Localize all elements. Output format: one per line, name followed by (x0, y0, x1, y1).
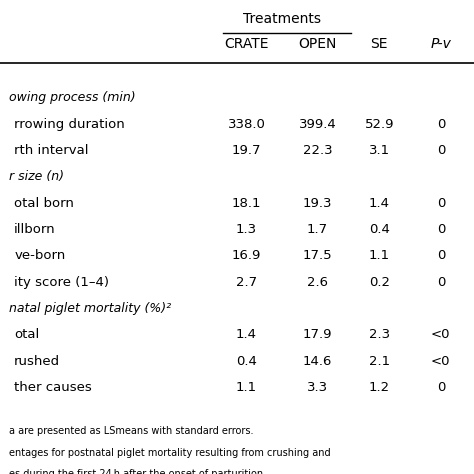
Text: illborn: illborn (14, 223, 56, 236)
Text: 1.4: 1.4 (236, 328, 257, 341)
Text: 19.7: 19.7 (232, 144, 261, 157)
Text: 22.3: 22.3 (303, 144, 332, 157)
Text: 19.3: 19.3 (303, 197, 332, 210)
Text: Treatments: Treatments (243, 12, 321, 26)
Text: es during the first 24 h after the onset of parturition.: es during the first 24 h after the onset… (9, 469, 266, 474)
Text: ther causes: ther causes (14, 381, 92, 394)
Text: 14.6: 14.6 (303, 355, 332, 368)
Text: <0: <0 (431, 355, 451, 368)
Text: 0: 0 (437, 118, 445, 130)
Text: otal: otal (14, 328, 39, 341)
Text: CRATE: CRATE (224, 37, 269, 51)
Text: 1.4: 1.4 (369, 197, 390, 210)
Text: 0: 0 (437, 381, 445, 394)
Text: 0: 0 (437, 144, 445, 157)
Text: 18.1: 18.1 (232, 197, 261, 210)
Text: 0.4: 0.4 (236, 355, 257, 368)
Text: 0: 0 (437, 223, 445, 236)
Text: 0: 0 (437, 249, 445, 262)
Text: 3.1: 3.1 (369, 144, 390, 157)
Text: entages for postnatal piglet mortality resulting from crushing and: entages for postnatal piglet mortality r… (9, 448, 331, 458)
Text: 338.0: 338.0 (228, 118, 265, 130)
Text: <0: <0 (431, 328, 451, 341)
Text: 1.7: 1.7 (307, 223, 328, 236)
Text: ve-born: ve-born (14, 249, 65, 262)
Text: 3.3: 3.3 (307, 381, 328, 394)
Text: 2.7: 2.7 (236, 275, 257, 289)
Text: 2.1: 2.1 (369, 355, 390, 368)
Text: 1.2: 1.2 (369, 381, 390, 394)
Text: rrowing duration: rrowing duration (14, 118, 125, 130)
Text: SE: SE (371, 37, 388, 51)
Text: rth interval: rth interval (14, 144, 89, 157)
Text: 0.2: 0.2 (369, 275, 390, 289)
Text: 16.9: 16.9 (232, 249, 261, 262)
Text: 0: 0 (437, 197, 445, 210)
Text: 399.4: 399.4 (299, 118, 337, 130)
Text: ity score (1–4): ity score (1–4) (14, 275, 109, 289)
Text: otal born: otal born (14, 197, 74, 210)
Text: 2.6: 2.6 (307, 275, 328, 289)
Text: 2.3: 2.3 (369, 328, 390, 341)
Text: OPEN: OPEN (299, 37, 337, 51)
Text: 52.9: 52.9 (365, 118, 394, 130)
Text: 17.5: 17.5 (303, 249, 332, 262)
Text: a are presented as LSmeans with standard errors.: a are presented as LSmeans with standard… (9, 426, 254, 436)
Text: 1.1: 1.1 (369, 249, 390, 262)
Text: natal piglet mortality (%)²: natal piglet mortality (%)² (9, 302, 172, 315)
Text: rushed: rushed (14, 355, 60, 368)
Text: P-v: P-v (430, 37, 451, 51)
Text: 17.9: 17.9 (303, 328, 332, 341)
Text: 1.1: 1.1 (236, 381, 257, 394)
Text: 0.4: 0.4 (369, 223, 390, 236)
Text: 1.3: 1.3 (236, 223, 257, 236)
Text: r size (n): r size (n) (9, 170, 64, 183)
Text: 0: 0 (437, 275, 445, 289)
Text: owing process (min): owing process (min) (9, 91, 136, 104)
